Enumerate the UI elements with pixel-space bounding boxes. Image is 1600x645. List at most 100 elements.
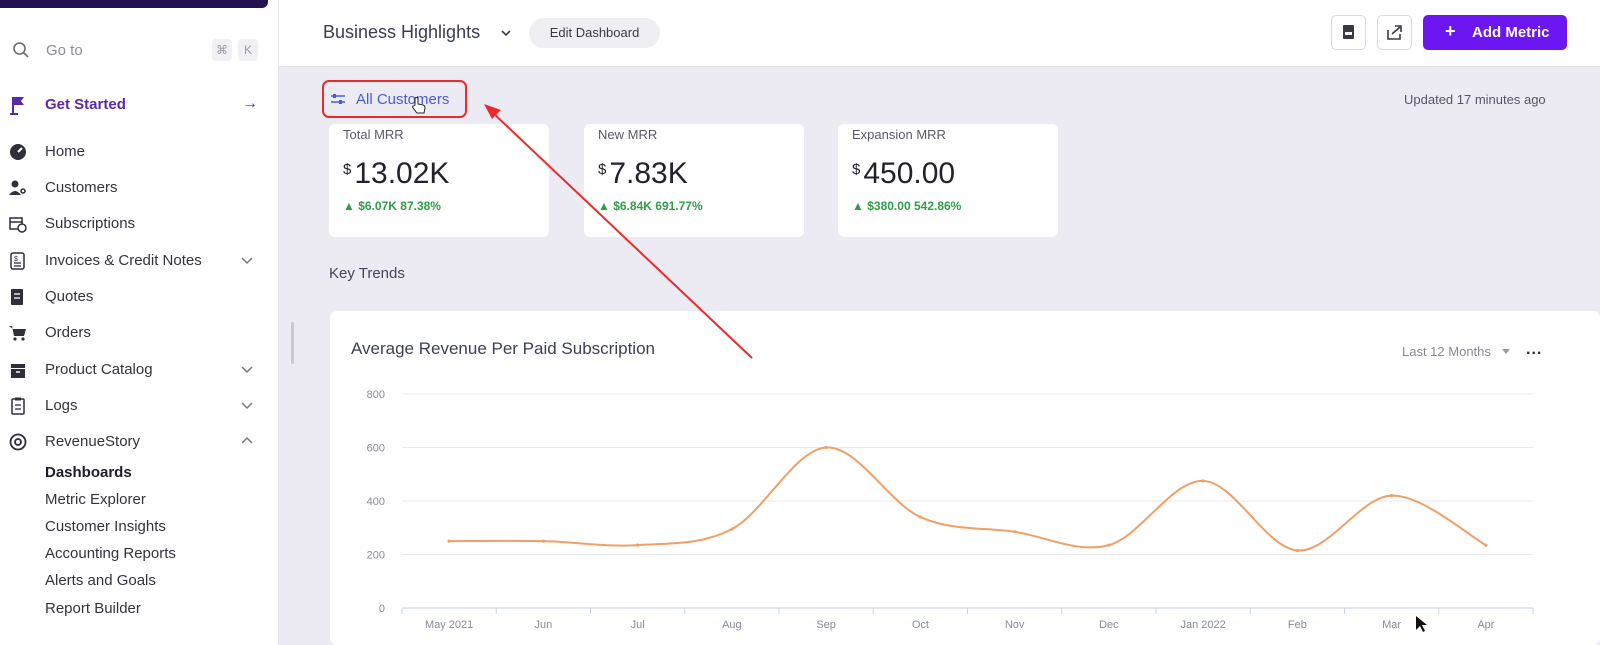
up-triangle-icon: ▲ <box>852 199 864 213</box>
plus-icon: + <box>1445 21 1456 41</box>
sidebar-item-label: RevenueStory <box>45 433 141 450</box>
add-metric-button[interactable]: + Add Metric <box>1423 15 1567 50</box>
dashboard-title[interactable]: Business Highlights <box>323 22 481 42</box>
shortcut-command-key: ⌘ <box>212 39 232 61</box>
sliders-icon <box>331 94 345 104</box>
data-point[interactable] <box>1484 543 1488 547</box>
sidebar-subitem-metric-explorer[interactable]: Metric Explorer <box>45 491 146 508</box>
sidebar-subitem-dashboards[interactable]: Dashboards <box>45 464 132 481</box>
metric-delta: ▲ $380.00 542.86% <box>852 199 961 213</box>
metric-value-number: 13.02K <box>354 157 450 190</box>
more-options-button[interactable]: ... <box>1526 341 1543 358</box>
chevron-up-icon <box>241 436 253 444</box>
data-point[interactable] <box>824 445 828 450</box>
mouse-pointer-icon <box>1416 616 1427 632</box>
metric-delta-percent: 691.77% <box>655 199 703 213</box>
svg-text:$: $ <box>14 256 18 263</box>
caret-down-icon[interactable] <box>1501 348 1511 356</box>
filter-label: All Customers <box>356 91 450 108</box>
sidebar-item-invoices[interactable]: $ Invoices & Credit Notes <box>8 247 264 275</box>
data-point[interactable] <box>918 515 922 519</box>
y-tick-label: 200 <box>367 550 385 562</box>
metric-card-expansion-mrr[interactable]: Expansion MRR $450.00 ▲ $380.00 542.86% <box>838 124 1058 237</box>
sidebar-subitem-alerts-goals[interactable]: Alerts and Goals <box>45 572 156 589</box>
sidebar-subitem-customer-insights[interactable]: Customer Insights <box>45 518 166 535</box>
metric-card-new-mrr[interactable]: New MRR $7.83K ▲ $6.84K 691.77% <box>584 124 804 237</box>
x-tick-label: Jul <box>631 619 645 631</box>
sidebar-item-label: Orders <box>45 324 91 341</box>
y-tick-label: 800 <box>367 389 385 401</box>
line-chart: 0 200 400 600 800 May 2021 Jun Jul Aug Sep Oct Nov D… <box>367 389 1534 632</box>
x-tick-label: Oct <box>912 619 929 631</box>
metric-title: Total MRR <box>343 127 404 142</box>
sidebar-item-quotes[interactable]: Quotes <box>8 283 264 311</box>
sidebar-item-orders[interactable]: Orders <box>8 319 264 347</box>
share-button[interactable] <box>1377 15 1412 50</box>
metric-card-total-mrr[interactable]: Total MRR $13.02K ▲ $6.07K 87.38% <box>329 124 549 237</box>
sidebar-item-label: Invoices & Credit Notes <box>45 252 202 269</box>
x-tick-label: Jun <box>535 619 553 631</box>
pdf-export-button[interactable] <box>1331 15 1366 50</box>
metric-value-number: 7.83K <box>609 157 688 190</box>
clipboard-icon <box>11 397 25 415</box>
data-point[interactable] <box>541 539 545 543</box>
metric-value: $450.00 <box>852 157 955 191</box>
time-range-select[interactable]: Last 12 Months <box>1402 344 1491 359</box>
dashboard-gauge-icon <box>10 144 26 160</box>
get-started-link[interactable]: Get Started → <box>8 93 264 119</box>
get-started-label: Get Started <box>45 96 126 113</box>
arrow-right-icon: → <box>242 95 258 112</box>
sidebar-item-home[interactable]: Home <box>8 138 264 166</box>
quote-document-icon <box>11 289 23 305</box>
target-icon <box>9 433 27 451</box>
data-point[interactable] <box>1013 530 1017 534</box>
x-tick-label: Jan 2022 <box>1180 619 1225 631</box>
data-point[interactable] <box>730 527 734 531</box>
sidebar-item-revenuestory[interactable]: RevenueStory <box>8 428 264 456</box>
sidebar-item-label: Logs <box>45 397 78 414</box>
chevron-down-icon <box>241 402 253 410</box>
metric-delta-amount: $6.07K <box>358 199 397 213</box>
sidebar-item-customers[interactable]: Customers <box>8 174 264 202</box>
data-point[interactable] <box>1295 548 1299 553</box>
chevron-down-icon[interactable] <box>500 27 512 39</box>
search-placeholder: Go to <box>46 42 83 59</box>
up-triangle-icon: ▲ <box>343 199 355 213</box>
dashboard-header: Business Highlights Edit Dashboard + Add… <box>279 0 1600 67</box>
x-tick-label: Feb <box>1288 619 1307 631</box>
data-point[interactable] <box>1201 479 1205 483</box>
x-tick-label: Mar <box>1382 619 1401 631</box>
edit-dashboard-button[interactable]: Edit Dashboard <box>529 18 660 48</box>
sidebar-item-label: Home <box>45 143 86 160</box>
chart-title: Average Revenue Per Paid Subscription <box>351 339 655 358</box>
sidebar-subitem-report-builder[interactable]: Report Builder <box>45 600 141 617</box>
metric-delta-percent: 87.38% <box>400 199 441 213</box>
resize-handle[interactable] <box>291 322 294 364</box>
metric-delta-amount: $6.84K <box>613 199 652 213</box>
sidebar-item-product-catalog[interactable]: Product Catalog <box>8 356 264 384</box>
go-to-search[interactable]: Go to ⌘ K <box>8 35 264 67</box>
key-trends-heading: Key Trends <box>329 265 405 282</box>
data-point[interactable] <box>447 539 451 543</box>
metric-delta-amount: $380.00 <box>867 199 911 213</box>
pdf-file-icon <box>1343 25 1354 39</box>
data-point[interactable] <box>1107 543 1111 547</box>
sidebar-item-subscriptions[interactable]: Subscriptions <box>8 210 264 238</box>
sidebar-item-logs[interactable]: Logs <box>8 392 264 420</box>
hand-cursor-icon <box>412 96 426 114</box>
chart-card <box>330 311 1600 645</box>
sidebar-item-label: Quotes <box>45 288 94 305</box>
data-point[interactable] <box>636 543 640 547</box>
sidebar-top-bar <box>0 0 268 8</box>
y-tick-label: 400 <box>367 496 385 508</box>
sidebar-subitem-accounting-reports[interactable]: Accounting Reports <box>45 545 176 562</box>
customer-filter-button[interactable]: All Customers <box>322 80 467 118</box>
sidebar: Go to ⌘ K Get Started → Home Customers S… <box>0 0 279 645</box>
metric-delta: ▲ $6.07K 87.38% <box>343 199 441 213</box>
x-tick-label: Nov <box>1005 619 1025 631</box>
chevron-down-icon <box>241 257 253 265</box>
data-point[interactable] <box>1390 494 1394 498</box>
currency-symbol: $ <box>343 161 352 178</box>
invoice-icon: $ <box>10 252 25 270</box>
catalog-box-icon <box>11 364 25 378</box>
